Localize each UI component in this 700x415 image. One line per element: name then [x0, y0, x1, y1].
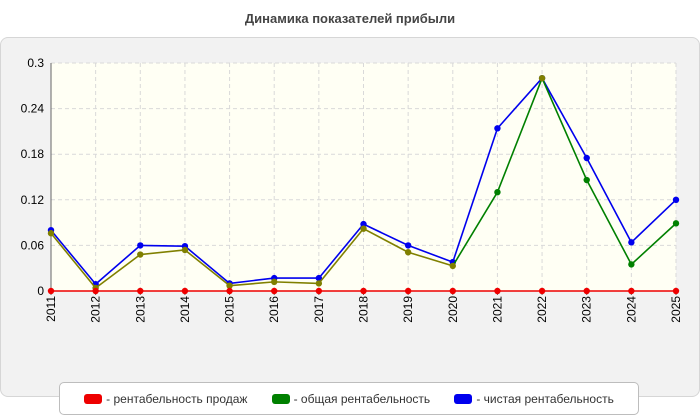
- series-point: [538, 287, 546, 295]
- x-tick-label: 2013: [133, 296, 147, 323]
- series-point: [628, 239, 635, 246]
- series-point: [360, 225, 367, 232]
- series-line-segment: [496, 77, 543, 193]
- series-point: [226, 287, 233, 295]
- x-tick-label: 2024: [624, 296, 638, 323]
- legend-swatch-red: [84, 393, 103, 404]
- series-point: [226, 282, 233, 289]
- legend-swatch-green: [271, 393, 290, 404]
- series-point: [449, 287, 456, 295]
- series-point: [137, 287, 144, 295]
- series-point: [538, 75, 546, 82]
- series-point: [315, 287, 323, 295]
- x-tick-label: 2020: [446, 296, 460, 323]
- series-point: [181, 246, 189, 254]
- series-line-segment: [140, 249, 186, 256]
- legend-item-net-profitability: - чистая рентабельность: [454, 391, 614, 406]
- y-tick-label: 0.24: [21, 102, 45, 116]
- series-point: [360, 287, 367, 295]
- series-point: [583, 154, 590, 162]
- series-point: [92, 287, 99, 295]
- series-point: [271, 278, 278, 286]
- legend-label: - общая рентабельность: [293, 391, 431, 406]
- series-point: [315, 280, 323, 287]
- series-point: [494, 287, 501, 295]
- x-tick-label: 2016: [267, 296, 281, 323]
- series-line-segment: [95, 244, 141, 285]
- series-line-segment: [95, 253, 141, 289]
- series-line-segment: [452, 128, 499, 263]
- series-line-segment: [630, 222, 677, 265]
- series-point: [181, 287, 189, 295]
- x-tick-label: 2015: [223, 296, 237, 323]
- series-point: [583, 287, 590, 295]
- series-line-segment: [496, 77, 543, 129]
- series-point: [404, 287, 412, 295]
- series-point: [404, 242, 412, 249]
- series-line-segment: [541, 77, 588, 181]
- x-tick-label: 2011: [44, 296, 58, 322]
- series-point: [360, 220, 367, 228]
- series-line-segment: [363, 227, 409, 253]
- y-tick-label: 0: [37, 284, 44, 298]
- x-tick-label: 2017: [312, 296, 326, 323]
- series-line-segment: [50, 232, 97, 289]
- legend-item-total-profitability: - общая рентабельность: [271, 391, 431, 406]
- series-point: [137, 251, 144, 258]
- series-line-segment: [586, 157, 633, 243]
- series-point: [404, 249, 412, 256]
- y-tick-label: 0.3: [27, 56, 44, 70]
- x-tick-label: 2019: [401, 296, 415, 323]
- series-point: [47, 230, 55, 237]
- x-tick-label: 2018: [357, 296, 371, 323]
- series-line-segment: [229, 281, 275, 287]
- legend-label: - чистая рентабельность: [476, 391, 614, 406]
- series-point: [137, 242, 144, 249]
- series-point: [583, 176, 590, 184]
- series-line-segment: [184, 245, 231, 285]
- series-point: [271, 287, 278, 295]
- series-line-segment: [586, 179, 633, 265]
- x-tick-label: 2022: [535, 296, 549, 323]
- chart-panel: 0 0.06 0.12 0.18 0.24 0.3 2011 2012 2013 2014 2015…: [0, 37, 700, 415]
- series-line-segment: [184, 249, 231, 287]
- series-line-segment: [140, 244, 185, 247]
- x-tick-label: 2014: [178, 296, 192, 323]
- series-point: [628, 261, 635, 268]
- series-point: [449, 262, 456, 270]
- series-point: [494, 125, 501, 132]
- x-tick-label: 2012: [89, 296, 103, 323]
- series-point: [47, 287, 55, 295]
- series-point: [672, 220, 680, 227]
- series-line-segment: [50, 229, 97, 285]
- y-tick-label: 0.06: [21, 238, 45, 252]
- series-line-segment: [274, 281, 319, 285]
- series-line-segment: [229, 277, 275, 285]
- legend: - рентабельность продаж - общая рентабел…: [59, 382, 639, 415]
- series-line-segment: [318, 228, 365, 284]
- series-point: [315, 274, 323, 282]
- legend-label: - рентабельность продаж: [106, 391, 248, 406]
- x-tick-label: 2025: [669, 296, 683, 323]
- chart-title: Динамика показателей прибыли: [244, 11, 456, 26]
- series-line-segment: [452, 191, 499, 267]
- y-tick-label: 0.18: [21, 147, 45, 161]
- y-tick-label: 0.12: [21, 193, 45, 207]
- series-line-segment: [407, 251, 454, 267]
- series-line-segment: [630, 199, 677, 243]
- series-line-segment: [318, 223, 365, 279]
- x-tick-label: 2023: [580, 296, 594, 323]
- legend-swatch-blue: [454, 393, 473, 404]
- series-point: [672, 196, 680, 203]
- series-point: [628, 287, 635, 295]
- series-line-segment: [407, 244, 454, 263]
- series-line-segment: [363, 223, 409, 247]
- x-tick-label: 2021: [490, 296, 504, 323]
- line-chart: 0 0.06 0.12 0.18 0.24 0.3 2011 2012 2013 2014 2015…: [21, 56, 683, 323]
- series-point: [672, 287, 680, 295]
- series-point: [494, 189, 501, 196]
- series-line-segment: [541, 77, 588, 159]
- legend-item-sales-profitability: - рентабельность продаж: [84, 392, 247, 406]
